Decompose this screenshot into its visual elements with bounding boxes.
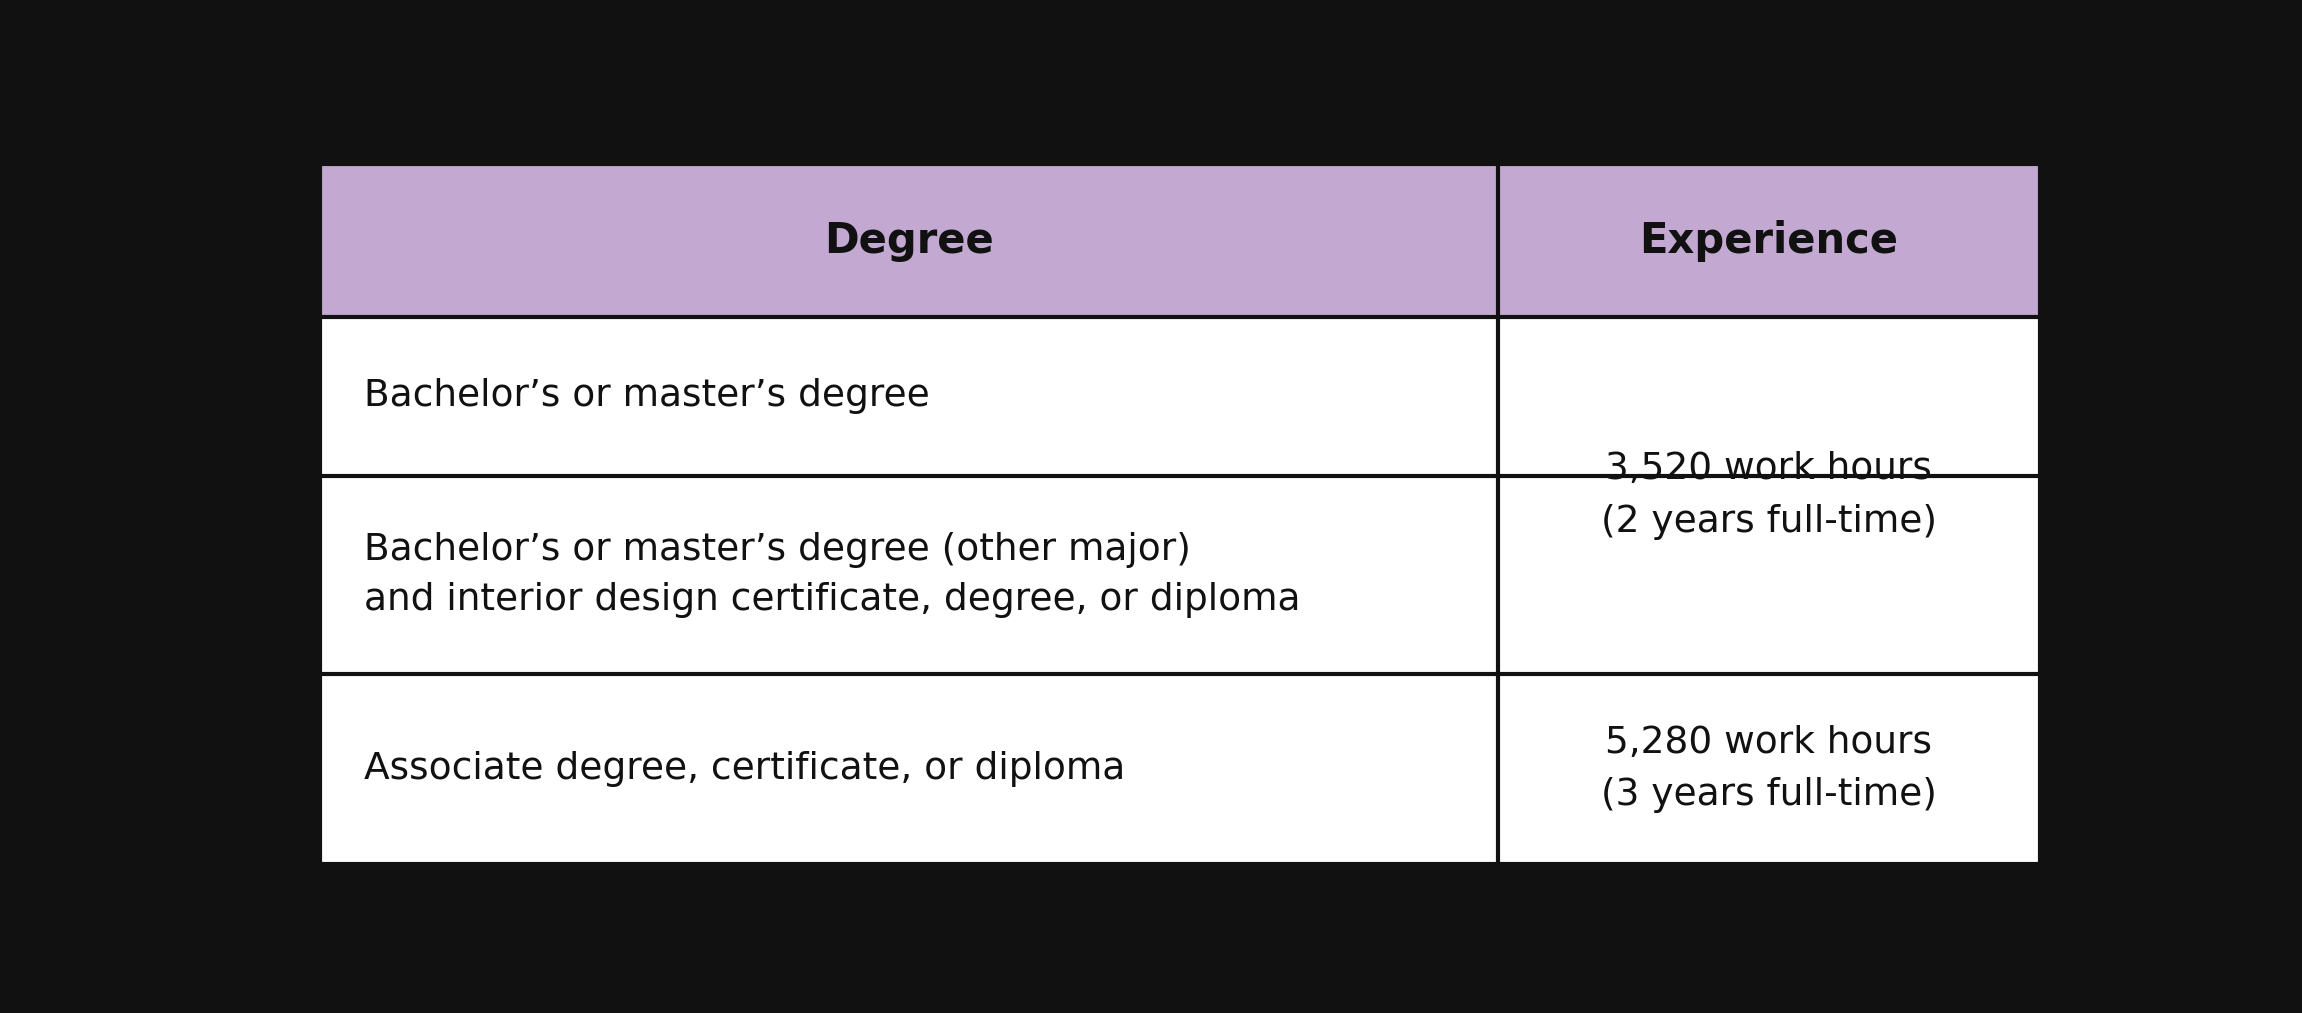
Text: 3,520 work hours
(2 years full-time): 3,520 work hours (2 years full-time)	[1600, 451, 1936, 540]
Bar	[320, 476, 2040, 674]
Text: Degree: Degree	[824, 220, 994, 261]
Bar	[320, 164, 2040, 864]
Text: Bachelor’s or master’s degree: Bachelor’s or master’s degree	[364, 379, 930, 414]
Bar	[320, 316, 2040, 476]
Text: Bachelor’s or master’s degree (other major)
and interior design certificate, deg: Bachelor’s or master’s degree (other maj…	[364, 532, 1301, 618]
Bar	[320, 674, 2040, 864]
Text: Experience: Experience	[1639, 220, 1899, 261]
Text: 5,280 work hours
(3 years full-time): 5,280 work hours (3 years full-time)	[1600, 724, 1936, 813]
Bar	[320, 164, 2040, 316]
Text: Associate degree, certificate, or diploma: Associate degree, certificate, or diplom…	[364, 751, 1126, 787]
